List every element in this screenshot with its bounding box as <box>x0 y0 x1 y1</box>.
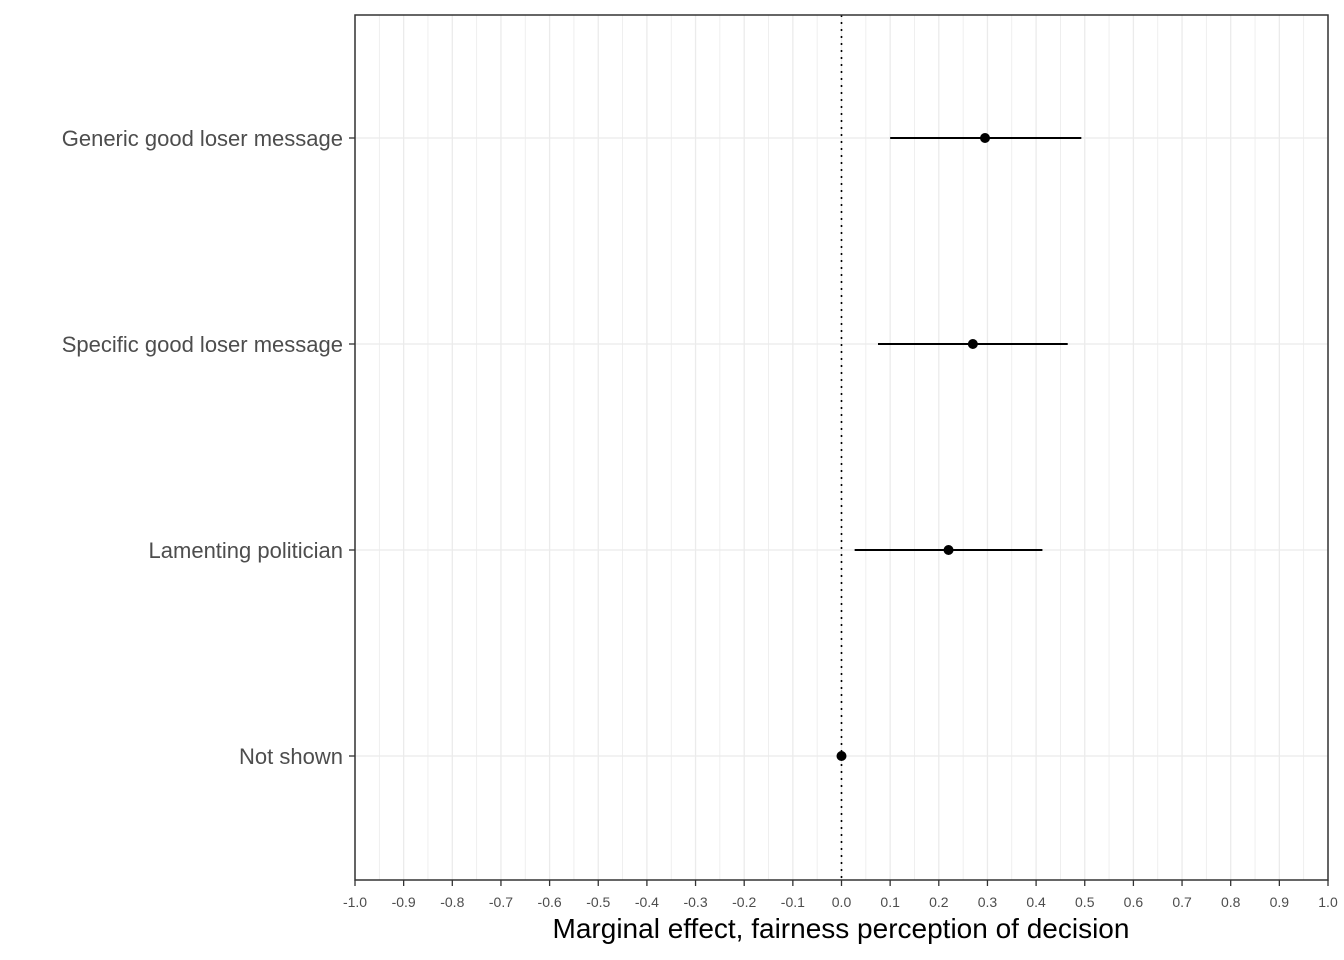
x-tick-label: -0.7 <box>489 894 513 910</box>
x-tick-label: 0.7 <box>1172 894 1192 910</box>
x-tick-label: -0.9 <box>392 894 416 910</box>
y-tick-label: Specific good loser message <box>62 332 343 357</box>
y-tick-label: Not shown <box>239 744 343 769</box>
x-tick-label: 0.2 <box>929 894 949 910</box>
x-tick-label: 0.5 <box>1075 894 1095 910</box>
x-tick-label: 0.4 <box>1026 894 1046 910</box>
x-tick-label: -0.3 <box>683 894 707 910</box>
point-estimate <box>836 751 847 761</box>
x-tick-label: -0.5 <box>586 894 610 910</box>
grid-layer <box>354 15 1329 880</box>
x-axis-title: Marginal effect, fairness perception of … <box>553 913 1130 944</box>
x-tick-label: -0.8 <box>440 894 464 910</box>
y-tick-label: Lamenting politician <box>149 538 343 563</box>
x-tick-label: 0.3 <box>978 894 998 910</box>
x-tick-label: 1.0 <box>1318 894 1338 910</box>
marks-layer <box>836 133 1082 761</box>
x-axis: -1.0 -0.9 -0.8 -0.7 -0.6 -0.5 -0.4 -0.3 -0.2 -0.1… <box>343 880 1338 910</box>
x-tick-label: 0.1 <box>880 894 900 910</box>
x-tick-label: 0.6 <box>1124 894 1144 910</box>
point-estimate <box>980 133 991 143</box>
x-tick-label: -0.6 <box>538 894 562 910</box>
x-tick-label: -0.2 <box>732 894 756 910</box>
point-estimate <box>967 339 978 349</box>
point-estimate <box>943 545 954 555</box>
x-tick-label: 0.9 <box>1270 894 1290 910</box>
x-tick-label: 0.8 <box>1221 894 1241 910</box>
x-tick-label: -0.4 <box>635 894 659 910</box>
y-axis: Generic good loser message Specific good … <box>62 126 355 769</box>
x-tick-label: -1.0 <box>343 894 367 910</box>
x-tick-label: -0.1 <box>781 894 805 910</box>
x-tick-label: 0.0 <box>832 894 852 910</box>
y-tick-label: Generic good loser message <box>62 126 343 151</box>
